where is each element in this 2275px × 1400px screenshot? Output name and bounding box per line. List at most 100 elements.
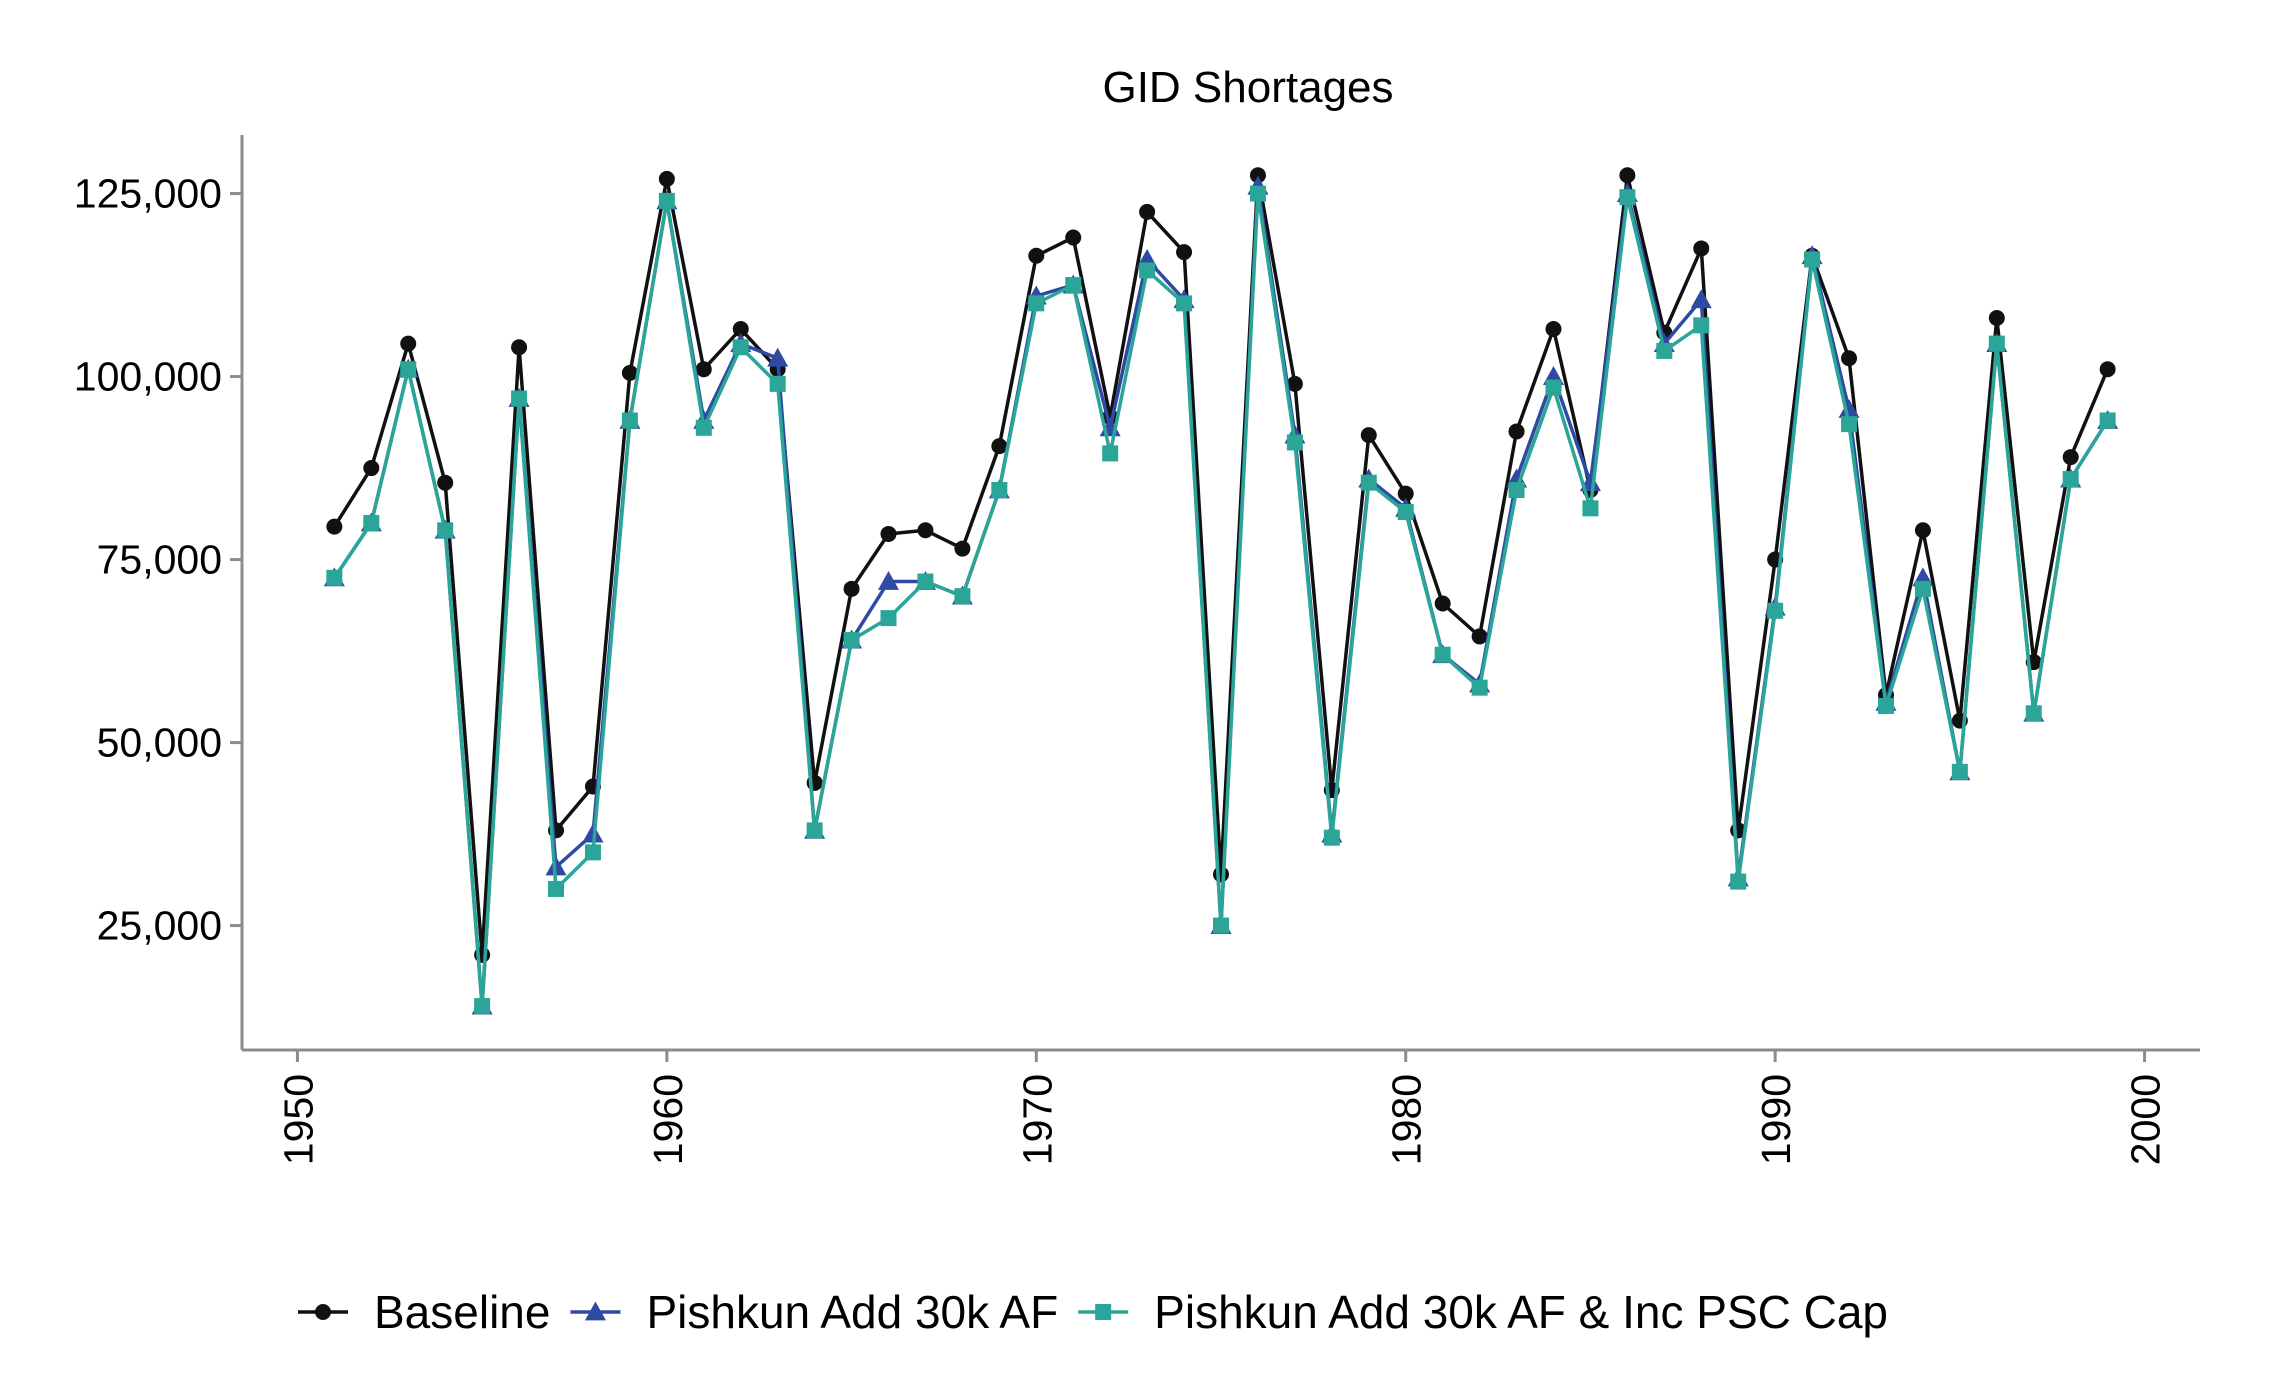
series-2	[323, 175, 2119, 1015]
series-line	[332, 184, 2110, 1008]
chart-title: GID Shortages	[1102, 63, 1393, 112]
data-point	[1176, 295, 1193, 312]
data-point	[437, 522, 454, 539]
legend-marker	[1095, 1304, 1112, 1320]
legend-marker	[584, 1301, 606, 1321]
data-point	[767, 347, 789, 367]
data-point	[1102, 445, 1119, 462]
data-point	[474, 998, 491, 1015]
data-point	[1582, 500, 1599, 517]
data-point	[954, 588, 971, 605]
data-point	[880, 610, 897, 627]
data-point	[1028, 247, 1045, 264]
legend-marker	[315, 1304, 331, 1320]
axes: 25,000 50,000 75,000 100,000 125,000 1950 1960…	[74, 135, 2200, 1165]
data-point	[1065, 277, 1082, 294]
legend-item: Pishkun Add 30k AF	[570, 1286, 1058, 1338]
data-point	[1988, 335, 2005, 352]
data-point	[621, 364, 638, 381]
data-point	[1471, 679, 1488, 696]
data-point	[2062, 471, 2079, 488]
legend-label: Pishkun Add 30k AF & Inc PSC Cap	[1154, 1286, 1888, 1338]
data-point	[363, 514, 380, 531]
data-point	[2099, 412, 2116, 429]
data-point	[1619, 189, 1636, 206]
data-point	[1914, 522, 1931, 539]
data-point	[1065, 229, 1082, 246]
data-point	[1286, 375, 1303, 392]
data-point	[1841, 350, 1858, 367]
x-tick-label: 1980	[1384, 1074, 1430, 1165]
data-point	[1656, 342, 1673, 359]
data-point	[1434, 646, 1451, 663]
data-point	[548, 880, 565, 897]
data-point	[1951, 763, 1968, 780]
data-point	[1286, 434, 1303, 451]
data-point	[695, 361, 712, 378]
data-point	[1360, 427, 1377, 444]
data-point	[991, 482, 1008, 499]
data-point	[843, 580, 860, 597]
y-tick-label: 100,000	[74, 354, 222, 400]
data-point	[437, 474, 454, 491]
data-point	[658, 170, 675, 187]
data-point	[1988, 310, 2005, 326]
data-point	[400, 361, 417, 378]
data-point	[806, 822, 823, 839]
data-point	[1545, 320, 1562, 337]
y-tick-label: 75,000	[97, 537, 222, 583]
data-point	[1213, 866, 1229, 883]
data-point	[917, 522, 934, 539]
data-point	[880, 525, 897, 542]
data-point	[658, 192, 675, 209]
data-point	[363, 460, 380, 477]
x-tick-label: 2000	[2123, 1074, 2169, 1165]
data-point	[1471, 628, 1488, 645]
series-line	[332, 191, 2110, 1008]
y-tick-label: 25,000	[97, 903, 222, 949]
x-tick-label: 1970	[1014, 1074, 1060, 1165]
data-point	[584, 844, 601, 861]
data-point	[2099, 361, 2116, 378]
data-point	[1690, 289, 1712, 309]
data-point	[1693, 240, 1710, 257]
data-point	[1249, 185, 1266, 202]
data-point	[1139, 203, 1156, 220]
data-point	[1804, 251, 1821, 268]
legend: Baseline Pishkun Add 30k AF Pishkun Add 30…	[298, 1286, 1888, 1338]
legend-item: Baseline	[298, 1286, 550, 1338]
x-tick-label: 1990	[1753, 1074, 1799, 1165]
series-3	[326, 185, 2116, 1015]
data-point	[1841, 416, 1858, 433]
data-point	[326, 569, 343, 586]
data-point	[1545, 379, 1562, 396]
data-point	[1767, 602, 1784, 619]
data-point	[1323, 829, 1340, 846]
data-point	[769, 375, 786, 392]
data-point	[1730, 873, 1747, 890]
data-point	[511, 390, 528, 407]
data-point	[1877, 697, 1894, 714]
data-point	[1360, 474, 1377, 491]
data-point	[732, 339, 749, 356]
data-point	[326, 518, 343, 535]
data-point	[1028, 295, 1045, 312]
x-tick-label: 1960	[645, 1074, 691, 1165]
data-point	[954, 540, 971, 557]
data-point	[511, 339, 528, 356]
data-point	[732, 320, 749, 337]
data-point	[1139, 262, 1156, 279]
data-point	[2062, 449, 2079, 466]
data-point	[400, 335, 417, 352]
data-point	[1508, 423, 1525, 440]
data-point	[2025, 705, 2042, 722]
data-point	[695, 419, 712, 436]
data-point	[1176, 244, 1193, 261]
data-point	[1434, 595, 1451, 612]
legend-label: Pishkun Add 30k AF	[646, 1286, 1058, 1338]
data-point	[991, 438, 1008, 455]
data-point	[1619, 167, 1636, 184]
data-point	[1508, 482, 1525, 499]
data-point	[1397, 503, 1414, 520]
